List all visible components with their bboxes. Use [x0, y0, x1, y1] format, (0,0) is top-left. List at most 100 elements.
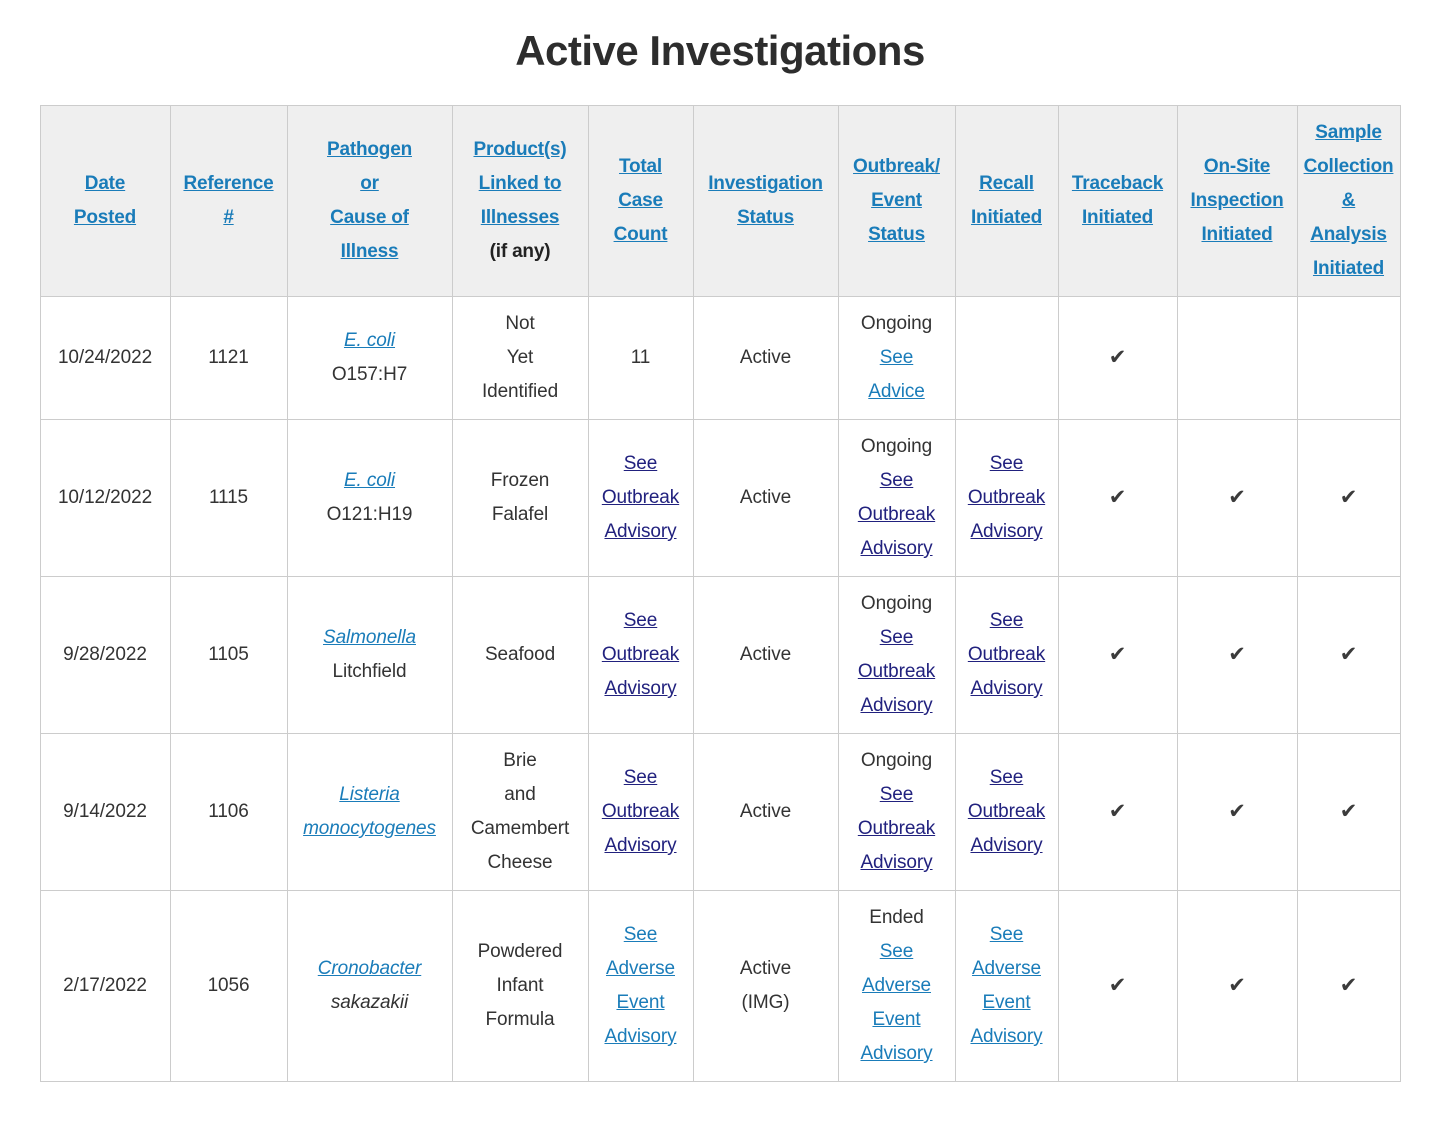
- cell-link-recall[interactable]: Outbreak: [967, 644, 1046, 665]
- column-sort-link-sample-collection[interactable]: Analysis: [1310, 224, 1387, 245]
- column-sort-link-reference-number[interactable]: #: [223, 207, 234, 228]
- column-sort-link-traceback[interactable]: Traceback: [1071, 173, 1164, 194]
- cell-link-recall[interactable]: Event: [982, 992, 1031, 1013]
- cell-traceback: ✔: [1057, 296, 1178, 420]
- cell-link-outbreak-status[interactable]: Advice: [868, 381, 925, 402]
- cell-link-case-count[interactable]: Outbreak: [601, 801, 680, 822]
- cell-recall: See Adverse Event Advisory: [954, 890, 1059, 1082]
- column-sort-link-investigation-status[interactable]: Status: [737, 207, 794, 228]
- cell-link-case-count[interactable]: Advisory: [604, 521, 677, 542]
- cell-link-recall[interactable]: See: [989, 767, 1024, 788]
- column-sort-link-pathogen[interactable]: or: [360, 173, 379, 194]
- cell-link-outbreak-status[interactable]: Outbreak: [857, 818, 936, 839]
- cell-link-recall[interactable]: See: [989, 453, 1024, 474]
- text-line: 10/12/2022: [57, 487, 153, 508]
- cell-link-recall[interactable]: Advisory: [970, 521, 1043, 542]
- cell-link-recall[interactable]: Advisory: [970, 678, 1043, 699]
- column-sort-link-outbreak-status[interactable]: Outbreak/: [853, 156, 940, 177]
- cell-link-outbreak-status[interactable]: See: [879, 627, 914, 648]
- cell-link-case-count[interactable]: Advisory: [604, 835, 677, 856]
- column-sort-link-date-posted[interactable]: Date: [84, 173, 126, 194]
- column-sort-link-pathogen[interactable]: Illness: [340, 241, 399, 262]
- column-sort-link-sample-collection[interactable]: Collection: [1303, 156, 1394, 177]
- cell-link-outbreak-status[interactable]: Advisory: [860, 538, 933, 559]
- cell-link-outbreak-status[interactable]: Event: [872, 1009, 921, 1030]
- cell-link-outbreak-status[interactable]: Advisory: [860, 1043, 933, 1064]
- text-line: Active: [739, 958, 792, 979]
- cell-link-recall[interactable]: See: [989, 610, 1024, 631]
- cell-link-outbreak-status[interactable]: Advisory: [860, 695, 933, 716]
- column-sort-link-onsite-inspection[interactable]: Initiated: [1201, 224, 1273, 245]
- cell-link-pathogen[interactable]: Listeria: [339, 784, 400, 805]
- cell-traceback: ✔: [1057, 890, 1178, 1082]
- column-sort-link-reference-number[interactable]: Reference: [183, 173, 274, 194]
- cell-link-outbreak-status[interactable]: Outbreak: [857, 504, 936, 525]
- cell-link-outbreak-status[interactable]: See: [879, 941, 914, 962]
- cell-link-recall[interactable]: Outbreak: [967, 487, 1046, 508]
- cell-outbreak-status: Ongoing See Outbreak Advisory: [837, 576, 956, 734]
- cell-link-outbreak-status[interactable]: See: [879, 784, 914, 805]
- column-sort-link-outbreak-status[interactable]: Event: [871, 190, 922, 211]
- cell-link-case-count[interactable]: See: [623, 924, 658, 945]
- cell-link-pathogen[interactable]: Cronobacter: [317, 958, 422, 979]
- cell-link-case-count[interactable]: See: [623, 453, 658, 474]
- column-sort-link-onsite-inspection[interactable]: On-Site: [1203, 156, 1271, 177]
- cell-onsite-inspection: ✔: [1176, 733, 1298, 891]
- column-header-outbreak-status: Outbreak/Event Status: [837, 105, 956, 297]
- column-sort-link-case-count[interactable]: Count: [613, 224, 668, 245]
- cell-link-recall[interactable]: Adverse: [971, 958, 1041, 979]
- cell-link-case-count[interactable]: Adverse: [605, 958, 675, 979]
- cell-link-pathogen[interactable]: E. coli: [343, 330, 396, 351]
- cell-link-case-count[interactable]: See: [623, 767, 658, 788]
- cell-link-outbreak-status[interactable]: Advisory: [860, 852, 933, 873]
- column-sort-link-recall[interactable]: Initiated: [970, 207, 1043, 228]
- column-sort-link-investigation-status[interactable]: Investigation: [708, 173, 823, 194]
- cell-link-case-count[interactable]: See: [623, 610, 658, 631]
- cell-link-pathogen[interactable]: Salmonella: [323, 627, 416, 648]
- cell-onsite-inspection: ✔: [1176, 890, 1298, 1082]
- column-sort-link-sample-collection[interactable]: Sample: [1315, 122, 1382, 143]
- column-sort-link-recall[interactable]: Recall: [979, 173, 1034, 194]
- column-sort-link-traceback[interactable]: Initiated: [1081, 207, 1154, 228]
- column-sort-link-outbreak-status[interactable]: Status: [868, 224, 925, 245]
- cell-link-case-count[interactable]: Advisory: [604, 678, 677, 699]
- cell-case-count: See Adverse Event Advisory: [587, 890, 694, 1082]
- cell-link-case-count[interactable]: Outbreak: [601, 644, 680, 665]
- column-sort-link-product[interactable]: Illnesses: [480, 207, 560, 228]
- cell-link-outbreak-status[interactable]: Adverse: [861, 975, 931, 996]
- checkmark-icon: ✔: [1339, 486, 1358, 509]
- cell-link-case-count[interactable]: Event: [616, 992, 665, 1013]
- cell-reference-number: 1056: [169, 890, 288, 1082]
- table-row: 9/14/2022 1106 Listeria monocytogenes Brie an…: [39, 733, 1401, 891]
- cell-link-pathogen[interactable]: E. coli: [343, 470, 396, 491]
- cell-link-recall[interactable]: Outbreak: [967, 801, 1046, 822]
- column-sort-link-onsite-inspection[interactable]: Inspection: [1190, 190, 1284, 211]
- cell-link-outbreak-status[interactable]: Outbreak: [857, 661, 936, 682]
- cell-onsite-inspection: [1176, 296, 1298, 420]
- cell-link-pathogen[interactable]: monocytogenes: [303, 818, 436, 839]
- cell-outbreak-status: Ongoing See Advice: [837, 296, 956, 420]
- cell-link-recall[interactable]: See: [989, 924, 1024, 945]
- table-container: Date Posted Reference # Pathogen or Cause of Il…: [0, 105, 1440, 1082]
- column-sort-link-pathogen[interactable]: Cause of: [330, 207, 409, 228]
- column-sort-link-sample-collection[interactable]: &: [1341, 190, 1356, 211]
- column-header-case-count: Total Case Count: [587, 105, 694, 297]
- column-sort-link-case-count[interactable]: Total: [619, 156, 662, 177]
- cell-link-case-count[interactable]: Outbreak: [601, 487, 680, 508]
- text-line: sakazakii: [330, 992, 409, 1013]
- cell-link-recall[interactable]: Advisory: [970, 1026, 1043, 1047]
- column-sort-link-pathogen[interactable]: Pathogen: [327, 139, 412, 160]
- column-header-investigation-status: Investigation Status: [692, 105, 839, 297]
- cell-link-case-count[interactable]: Advisory: [604, 1026, 677, 1047]
- column-sort-link-product[interactable]: Linked to: [478, 173, 562, 194]
- cell-link-outbreak-status[interactable]: See: [879, 470, 914, 491]
- column-sort-link-case-count[interactable]: Case: [618, 190, 663, 211]
- column-sort-link-date-posted[interactable]: Posted: [73, 207, 137, 228]
- text-line: 9/28/2022: [63, 644, 147, 665]
- column-sort-link-product[interactable]: Product(s): [473, 139, 567, 160]
- cell-link-recall[interactable]: Advisory: [970, 835, 1043, 856]
- text-line: Identified: [481, 381, 559, 402]
- text-line: Cheese: [487, 852, 553, 873]
- column-sort-link-sample-collection[interactable]: Initiated: [1312, 258, 1385, 279]
- cell-link-outbreak-status[interactable]: See: [879, 347, 914, 368]
